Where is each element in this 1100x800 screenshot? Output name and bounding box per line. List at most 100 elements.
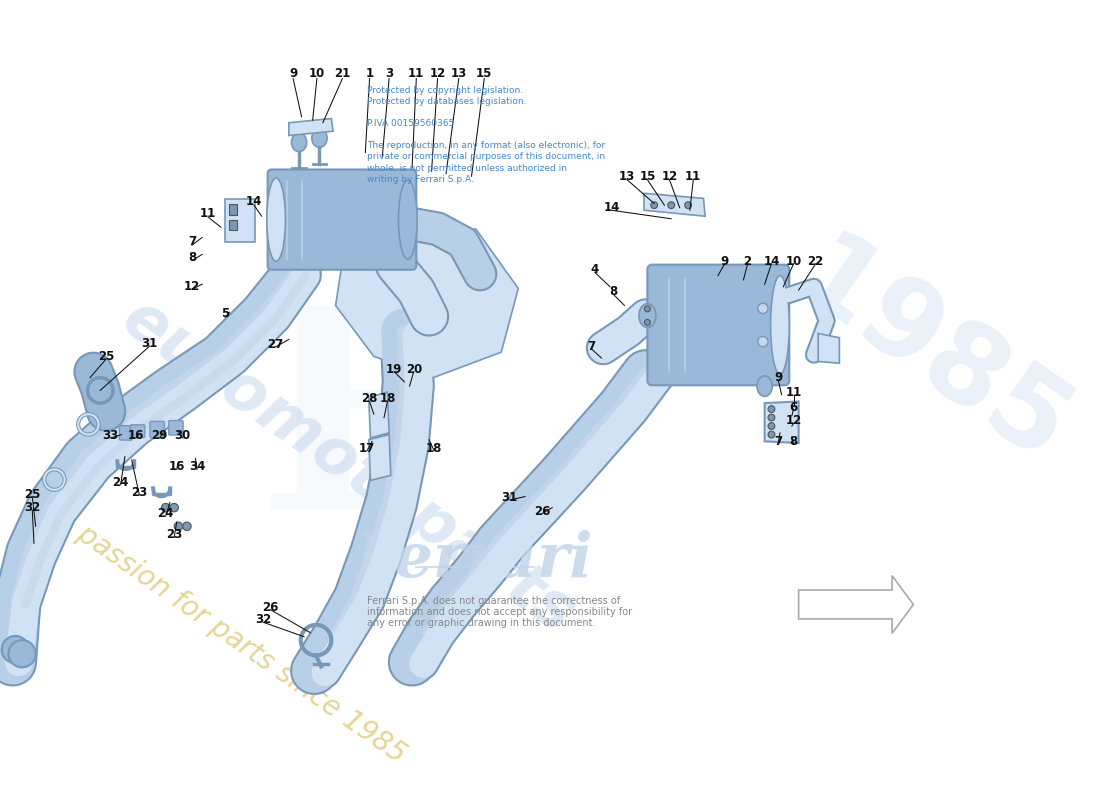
Text: any error or graphic drawing in this document.: any error or graphic drawing in this doc…	[367, 618, 595, 628]
Text: 8: 8	[790, 435, 798, 448]
Text: 26: 26	[534, 505, 550, 518]
Text: Ferrari S.p.A. does not guarantee the correctness of: Ferrari S.p.A. does not guarantee the co…	[367, 596, 620, 606]
Text: Ferrari: Ferrari	[355, 530, 593, 590]
Text: 26: 26	[262, 601, 278, 614]
Circle shape	[768, 406, 774, 413]
Ellipse shape	[639, 304, 656, 327]
Text: The reproduction, in any format (also electronic), for: The reproduction, in any format (also el…	[367, 142, 605, 150]
Polygon shape	[799, 575, 913, 634]
Polygon shape	[368, 434, 390, 481]
Text: 23: 23	[166, 528, 183, 542]
Circle shape	[768, 431, 774, 438]
Text: 18: 18	[379, 392, 396, 406]
FancyBboxPatch shape	[168, 421, 183, 435]
Ellipse shape	[398, 180, 417, 259]
Text: 13: 13	[619, 170, 635, 182]
Text: 11: 11	[785, 386, 802, 398]
Text: 19: 19	[386, 362, 403, 376]
Text: 7: 7	[188, 235, 196, 248]
Text: 17: 17	[359, 442, 375, 454]
Circle shape	[685, 202, 692, 209]
Circle shape	[183, 522, 191, 530]
Text: 23: 23	[131, 486, 147, 499]
Text: 14: 14	[245, 195, 262, 208]
Text: 12: 12	[661, 170, 678, 182]
Text: 27: 27	[267, 338, 284, 351]
Text: 1: 1	[365, 67, 374, 80]
Text: 9: 9	[774, 371, 782, 384]
FancyBboxPatch shape	[131, 425, 145, 438]
FancyBboxPatch shape	[648, 265, 790, 386]
FancyBboxPatch shape	[120, 426, 132, 440]
Text: 7: 7	[587, 340, 595, 353]
Text: 22: 22	[807, 254, 824, 268]
Text: 21: 21	[334, 67, 351, 80]
Text: 16: 16	[128, 429, 144, 442]
Circle shape	[174, 522, 183, 530]
Text: 12: 12	[184, 280, 200, 294]
Text: 5: 5	[221, 307, 229, 321]
Text: 14: 14	[763, 254, 780, 268]
FancyBboxPatch shape	[229, 220, 236, 230]
FancyBboxPatch shape	[150, 422, 164, 438]
Text: euromotoparts: euromotoparts	[110, 287, 586, 646]
Ellipse shape	[771, 276, 790, 374]
Text: 32: 32	[24, 501, 41, 514]
Text: a passion for parts since 1985: a passion for parts since 1985	[51, 505, 410, 769]
Ellipse shape	[757, 376, 772, 396]
Ellipse shape	[311, 129, 327, 147]
Circle shape	[645, 319, 650, 326]
Text: 30: 30	[175, 429, 190, 442]
Text: 25: 25	[98, 350, 114, 363]
Text: 11: 11	[685, 170, 702, 182]
Text: 18: 18	[426, 442, 442, 454]
Circle shape	[651, 202, 658, 209]
Circle shape	[768, 422, 774, 430]
Text: 2: 2	[744, 254, 751, 268]
Circle shape	[758, 337, 768, 346]
FancyBboxPatch shape	[229, 204, 236, 214]
Text: 1985: 1985	[773, 224, 1088, 489]
Text: 28: 28	[362, 392, 377, 406]
Circle shape	[169, 503, 178, 512]
Circle shape	[2, 636, 29, 663]
Text: Protected by databases legislation.: Protected by databases legislation.	[367, 98, 527, 106]
Text: 31: 31	[502, 491, 518, 504]
Circle shape	[768, 414, 774, 421]
Circle shape	[645, 306, 650, 312]
Text: 7: 7	[774, 435, 782, 448]
Text: 8: 8	[609, 286, 617, 298]
Text: 3: 3	[385, 67, 393, 80]
Polygon shape	[764, 402, 799, 443]
Text: 10: 10	[785, 254, 802, 268]
Text: 34: 34	[189, 460, 206, 474]
Ellipse shape	[267, 178, 286, 262]
FancyBboxPatch shape	[267, 170, 416, 270]
Text: 24: 24	[157, 507, 174, 520]
Text: 24: 24	[112, 476, 129, 489]
Text: 29: 29	[152, 429, 168, 442]
Text: 15: 15	[476, 67, 493, 80]
Text: 10: 10	[309, 67, 324, 80]
Text: private or commercial purposes of this document, in: private or commercial purposes of this d…	[367, 153, 605, 162]
Circle shape	[758, 303, 768, 314]
Text: Protected by copyright legislation.: Protected by copyright legislation.	[367, 86, 524, 95]
Text: 12: 12	[785, 414, 802, 427]
Text: 11: 11	[408, 67, 425, 80]
Text: 31: 31	[142, 337, 157, 350]
Text: 9: 9	[720, 254, 729, 268]
Text: 20: 20	[406, 362, 422, 376]
Text: 25: 25	[24, 487, 41, 501]
Polygon shape	[336, 229, 518, 378]
Text: whole, is not permitted unless authorized in: whole, is not permitted unless authorize…	[367, 163, 566, 173]
Text: 4: 4	[591, 263, 598, 276]
Ellipse shape	[292, 133, 307, 152]
Polygon shape	[818, 334, 839, 363]
Text: 6: 6	[790, 401, 798, 414]
Text: 15: 15	[639, 170, 656, 182]
Text: 13: 13	[451, 67, 466, 80]
Text: F: F	[258, 298, 455, 567]
Polygon shape	[289, 118, 333, 135]
Polygon shape	[226, 199, 255, 242]
Circle shape	[668, 202, 674, 209]
